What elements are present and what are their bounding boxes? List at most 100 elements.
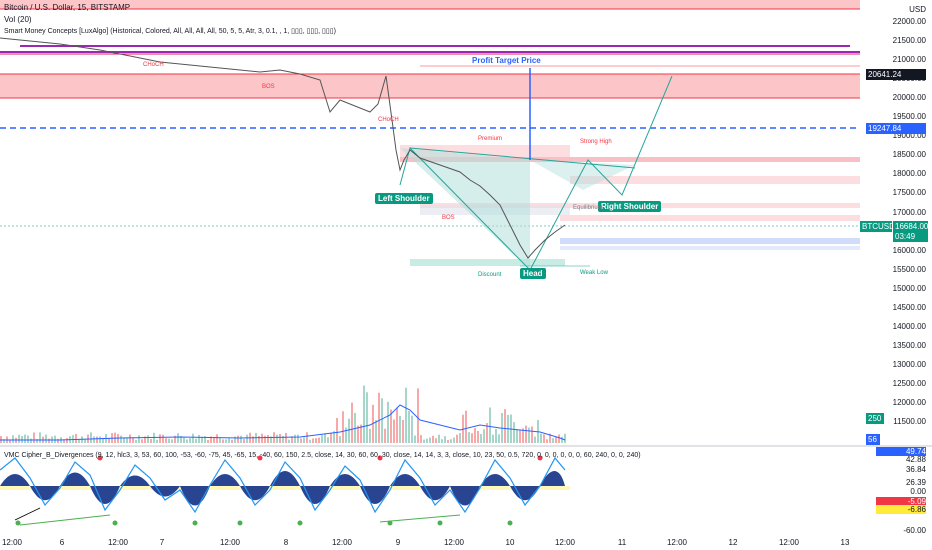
left-shoulder-tag: Left Shoulder (375, 193, 433, 204)
volume-bar (267, 434, 269, 443)
price-tick: 18000.00 (892, 169, 926, 179)
volume-bar (525, 425, 527, 443)
volume-bar (90, 432, 92, 443)
time-tick: 8 (283, 538, 289, 547)
volume-bar (93, 436, 95, 443)
volume-bar (426, 438, 428, 443)
sell-signal-dot (257, 455, 263, 461)
volume-bar (129, 434, 131, 443)
volume-bar (216, 434, 218, 443)
volume-bar (486, 423, 488, 443)
volume-bar (441, 439, 443, 443)
volume-bar (177, 433, 179, 443)
volume-bar (555, 436, 557, 443)
volume-bar (219, 437, 221, 443)
volume-bar (333, 431, 335, 443)
volume-bar (357, 425, 359, 443)
price-tick: 20000.00 (892, 93, 926, 103)
volume-bar (492, 434, 494, 443)
volume-bar (99, 436, 101, 443)
price-tick: 17500.00 (892, 188, 926, 198)
volume-bar (489, 407, 491, 443)
volume-ma (0, 404, 566, 441)
supply-zone (0, 74, 860, 98)
osc-tick: 42.88 (905, 455, 926, 464)
volume-bar (318, 437, 320, 443)
divergence-line-2 (19, 514, 111, 526)
volume-bar (432, 435, 434, 443)
volume-bar (315, 438, 317, 443)
volume-bar (540, 433, 542, 443)
volume-bar (12, 435, 14, 443)
volume-bar (522, 428, 524, 443)
smc-indicator-label[interactable]: Smart Money Concepts [LuxAlgo] (Historic… (4, 28, 336, 35)
osc-tick: -60.00 (903, 526, 926, 535)
volume-bar (468, 432, 470, 443)
volume-bar (378, 392, 380, 443)
volume-bar (75, 433, 77, 443)
volume-bar (210, 436, 212, 443)
volume-bar (54, 435, 56, 443)
volume-bar (498, 434, 500, 443)
volume-bar (36, 439, 38, 443)
osc-tick: 36.84 (905, 465, 926, 474)
volume-bar (405, 387, 407, 443)
price-tick: 16000.00 (892, 245, 926, 255)
symbol-tag: BTCUSD (860, 221, 895, 232)
volume-bar (282, 435, 284, 443)
volume-bar (141, 439, 143, 443)
price-tick: 13500.00 (892, 340, 926, 350)
volume-bar (336, 417, 338, 443)
volume-bar (39, 432, 41, 443)
volume-bar (108, 437, 110, 443)
volume-bar (45, 434, 47, 443)
volume-bar (516, 429, 518, 443)
volume-bar (222, 439, 224, 443)
volume-bar (3, 439, 5, 443)
time-tick: 12:00 (554, 538, 576, 547)
volume-bar (444, 436, 446, 443)
buy-signal-dot (112, 520, 118, 526)
volume-bar (561, 436, 563, 443)
countdown-tag: 03:49 (893, 231, 928, 242)
buy-signal-dot (437, 520, 443, 526)
osc-tick: 26.39 (905, 478, 926, 487)
sell-signal-dot (377, 455, 383, 461)
volume-indicator-label[interactable]: Vol (20) (4, 15, 32, 24)
volume-bar (456, 434, 458, 443)
volume-bar (195, 438, 197, 443)
volume-bar (519, 429, 521, 443)
volume-bar (252, 436, 254, 443)
volume-bar (300, 438, 302, 443)
time-tick: 12:00 (219, 538, 241, 547)
price-tick: 21500.00 (892, 36, 926, 46)
volume-bar (471, 433, 473, 443)
volume-bar (207, 439, 209, 443)
osc-tick: -6.86 (876, 505, 926, 514)
strong-high-label: Strong High (580, 139, 612, 145)
volume-bar (543, 434, 545, 443)
buy-signal-dot (192, 520, 198, 526)
volume-bar (291, 436, 293, 443)
symbol-title: Bitcoin / U.S. Dollar, 15, BITSTAMP (4, 3, 131, 12)
volume-bar (279, 433, 281, 443)
volume-bar (162, 434, 164, 443)
price-tick: 15500.00 (892, 264, 926, 274)
volume-bar (450, 439, 452, 443)
volume-bar (201, 436, 203, 443)
profit-target-label: Profit Target Price (472, 56, 541, 65)
red-level-box-1 (400, 157, 860, 162)
volume-bar (138, 435, 140, 443)
equilibrium-label: Equilibrium (573, 205, 603, 211)
price-tick: 12500.00 (892, 378, 926, 388)
volume-bar (306, 432, 308, 443)
volume-bar (276, 434, 278, 443)
volume-bar (342, 411, 344, 443)
volume-bar (96, 436, 98, 443)
volume-bar (534, 436, 536, 443)
red-level-box-2 (570, 176, 860, 184)
vmc-indicator-label[interactable]: VMC Cipher_B_Divergences (9, 12, hlc3, 3… (4, 452, 641, 459)
volume-bar (384, 428, 386, 443)
right-shoulder-tag: Right Shoulder (598, 201, 662, 212)
